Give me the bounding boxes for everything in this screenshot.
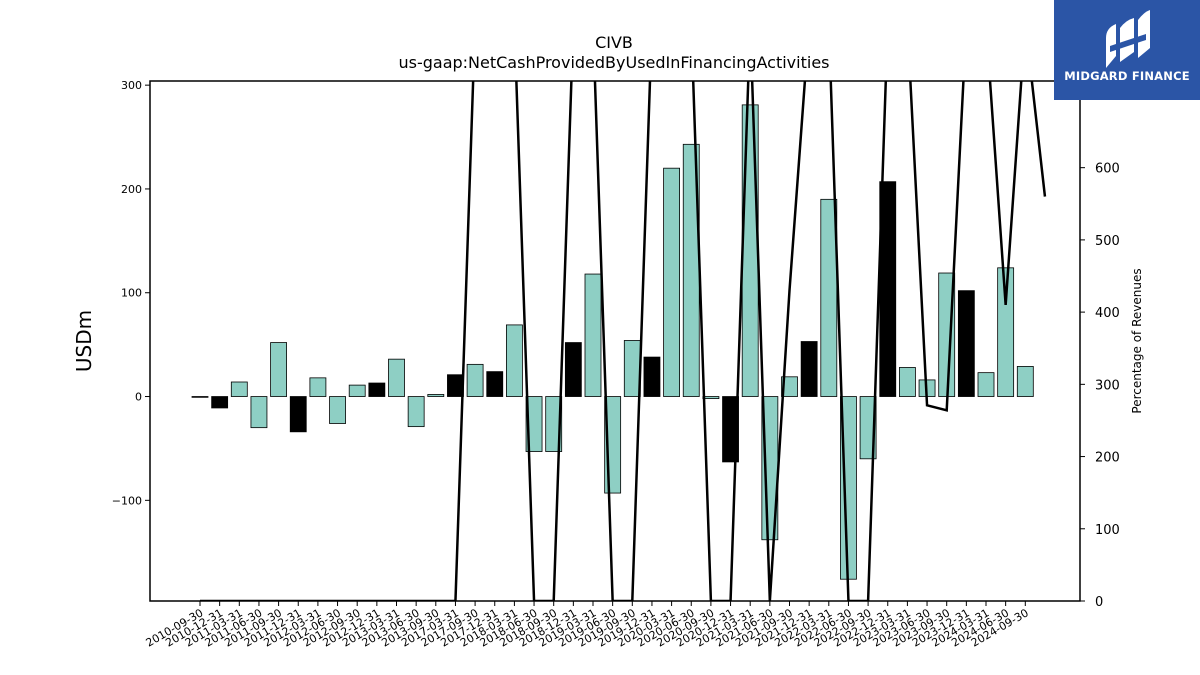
bar-2017-12-31	[486, 371, 504, 397]
bar-2019-03-31	[584, 273, 602, 397]
percentage-line	[200, 81, 1047, 601]
bar-2024-09-30	[1016, 366, 1034, 397]
y2-tick-label: 100	[1095, 523, 1120, 538]
bar-2017-03-31	[447, 374, 464, 397]
bar-2022-09-30	[859, 396, 877, 460]
bar-2019-12-31	[643, 356, 661, 397]
midgard-logo-icon	[1106, 10, 1150, 68]
midgard-finance-logo: MIDGARD FINANCE	[1054, 0, 1200, 100]
y-tick-label: 100	[121, 287, 142, 300]
y-tick-label: 0	[135, 391, 142, 404]
bar-2018-12-31	[564, 342, 582, 397]
bar-2012-12-31	[368, 382, 386, 397]
bar-2012-06-30	[329, 396, 346, 424]
bar-2013-09-30	[427, 394, 445, 397]
y2-tick-label: 0	[1095, 595, 1103, 610]
y-tick-label: 300	[121, 79, 142, 92]
y-tick-label: 200	[121, 183, 142, 196]
bar-2011-12-31	[289, 396, 307, 433]
bar-2011-06-30	[250, 396, 268, 429]
bar-2020-03-31	[663, 167, 680, 397]
bar-2023-03-31	[899, 367, 916, 397]
bar-2010-12-31	[211, 396, 229, 409]
bar-2018-03-31	[505, 324, 523, 397]
bar-series	[191, 104, 1034, 580]
y2-tick-label: 300	[1095, 378, 1120, 393]
y-axis-label: USDm	[72, 310, 96, 372]
y-tick-label: −100	[112, 494, 142, 507]
bar-2013-03-31	[388, 358, 405, 397]
chart-title: CIVB	[595, 33, 633, 52]
bar-2024-06-30	[997, 267, 1015, 397]
bar-2018-09-30	[545, 396, 563, 452]
y2-tick-label: 200	[1095, 451, 1120, 466]
bar-2012-03-31	[309, 377, 327, 397]
bar-2022-03-31	[820, 198, 838, 397]
bar-2017-09-30	[466, 363, 484, 397]
bar-2011-03-31	[230, 381, 248, 397]
bar-2021-03-31	[741, 104, 759, 397]
bar-2011-09-30	[270, 342, 288, 397]
y2-tick-label: 500	[1095, 234, 1120, 249]
bar-2020-12-31	[722, 396, 739, 463]
bar-2021-09-30	[781, 376, 798, 397]
bar-2021-12-31	[800, 341, 818, 397]
y2-tick-label: 600	[1095, 162, 1120, 177]
plot-frame	[149, 80, 1081, 602]
bar-2020-09-30	[702, 396, 720, 400]
percentage-line-series	[200, 81, 1047, 601]
bar-2023-12-31	[957, 290, 975, 397]
chart-subtitle: us-gaap:NetCashProvidedByUsedInFinancing…	[398, 53, 829, 72]
bar-2019-09-30	[623, 340, 641, 397]
bar-2024-03-31	[977, 372, 995, 397]
bar-2012-09-30	[348, 384, 366, 397]
y2-axis-label: Percentage of Revenues	[1130, 268, 1144, 413]
bar-2018-06-30	[525, 396, 543, 452]
axes: −100010020030001002003004005006002010-09…	[112, 79, 1120, 649]
y2-tick-label: 400	[1095, 306, 1120, 321]
bar-2010-09-30	[191, 396, 209, 398]
bar-2013-06-30	[407, 396, 425, 428]
